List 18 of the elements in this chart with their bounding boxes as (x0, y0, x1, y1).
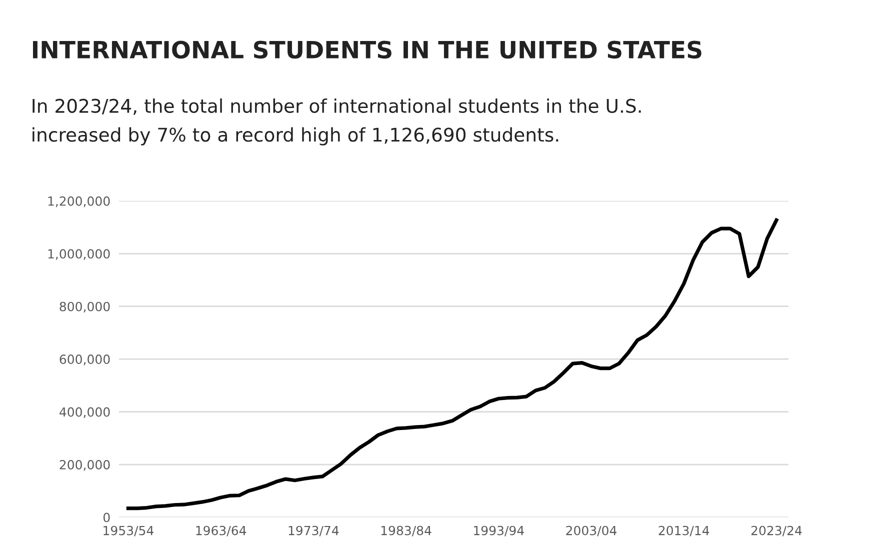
x-tick-label: 1993/94 (474, 526, 524, 536)
chart-title: INTERNATIONAL STUDENTS IN THE UNITED STATES (33, 40, 702, 59)
y-tick-label: 200,000 (60, 460, 110, 471)
x-tick-label: 1963/64 (196, 526, 246, 536)
x-tick-label: 2003/04 (566, 526, 616, 536)
line-series (126, 218, 778, 510)
y-tick-label: 0 (103, 512, 110, 522)
y-tick-label: 400,000 (60, 407, 110, 418)
x-tick-label: 1953/54 (104, 526, 154, 536)
y-tick-label: 600,000 (60, 354, 110, 366)
y-tick-label: 1,000,000 (48, 249, 110, 260)
y-tick-label: 800,000 (60, 302, 110, 313)
chart-subtitle: In 2023/24, the total number of international students in the U.S. increased by 7% to a record high of 1,126,690 students. (32, 98, 641, 146)
x-tick-label: 2023/24 (751, 526, 802, 536)
y-tick-label: 1,200,000 (48, 196, 110, 208)
x-tick-label: 2013/14 (658, 526, 710, 536)
x-tick-label: 1973/74 (288, 526, 339, 536)
x-tick-label: 1983/84 (381, 526, 432, 536)
